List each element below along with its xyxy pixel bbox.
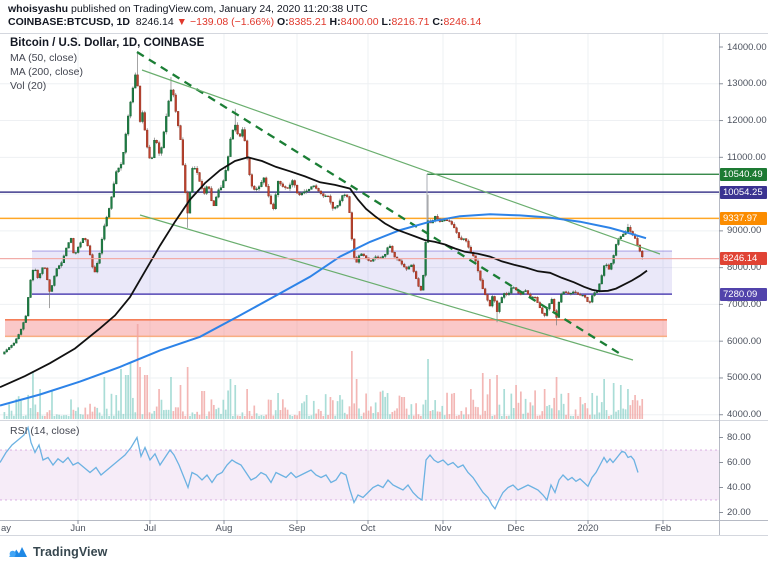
- open-value: 8385.21: [288, 16, 327, 28]
- rsi-pane: [0, 425, 719, 511]
- tradingview-cloud-icon: [9, 547, 27, 557]
- trendlines: [136, 51, 661, 361]
- publish-info: published on TradingView.com, January 24…: [68, 3, 368, 15]
- chart-grid: [0, 33, 719, 520]
- descending-dashed: [136, 51, 623, 356]
- high-label: H:: [329, 16, 341, 28]
- chart-title: Bitcoin / U.S. Dollar, 1D, COINBASE: [10, 37, 205, 49]
- down-arrow-icon: ▼: [176, 16, 188, 28]
- moving-averages: [0, 156, 648, 407]
- rsi-legend: RSI (14, close): [10, 425, 80, 437]
- last-price: 8246.14: [135, 16, 174, 28]
- channel-lower: [139, 214, 634, 361]
- axis-ticks: [77, 46, 723, 524]
- rsi-band: [0, 450, 719, 500]
- tradingview-logo-text: TradingView: [33, 544, 108, 559]
- ma50-line: [0, 156, 648, 389]
- tradingview-logo[interactable]: TradingView: [8, 544, 108, 559]
- open-label: O:: [276, 16, 289, 28]
- channel-upper: [141, 69, 661, 255]
- low-label: L:: [381, 16, 392, 28]
- low-value: 8216.71: [391, 16, 430, 28]
- price-change: −139.08 (−1.66%): [190, 16, 275, 28]
- ma200-line: [0, 213, 647, 407]
- chart-legend: Bitcoin / U.S. Dollar, 1D, COINBASE MA (…: [10, 37, 204, 93]
- high-value: 8400.00: [340, 16, 379, 28]
- rsi-line: [0, 425, 639, 511]
- legend-ma50: MA (50, close): [10, 52, 78, 64]
- symbol-name: COINBASE:BTCUSD, 1D: [8, 16, 130, 28]
- volume-bars: [3, 324, 644, 419]
- support-zone-purple: [32, 251, 672, 295]
- pane-borders: [0, 33, 768, 536]
- support-zone-red: [5, 319, 667, 337]
- symbol-ohlc-row: COINBASE:BTCUSD, 1D 8246.14 ▼ −139.08 (−…: [8, 16, 481, 28]
- publish-byline: whoisyashu published on TradingView.com,…: [8, 3, 368, 15]
- close-label: C:: [432, 16, 444, 28]
- legend-vol: Vol (20): [10, 80, 47, 92]
- close-value: 8246.14: [443, 16, 482, 28]
- price-level-lines: [0, 173, 719, 260]
- legend-ma200: MA (200, close): [10, 66, 83, 78]
- author-username: whoisyashu: [8, 3, 69, 15]
- candles-layer: [3, 51, 644, 355]
